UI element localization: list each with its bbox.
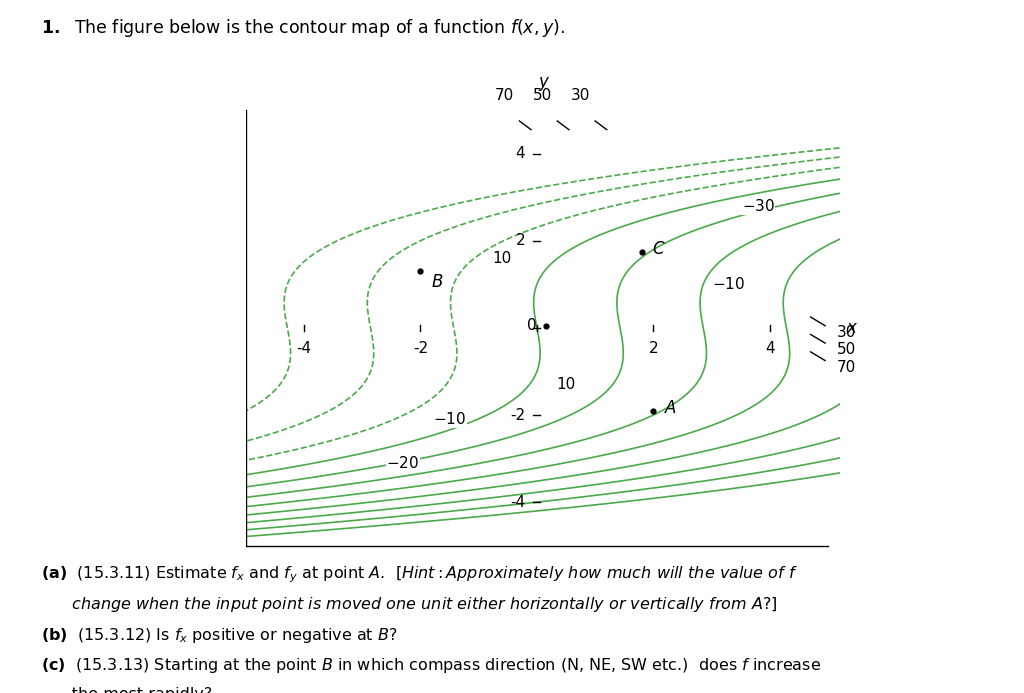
Text: $\mathit{B}$: $\mathit{B}$ [431, 273, 443, 291]
Text: $-30$: $-30$ [741, 198, 775, 214]
Text: 70: 70 [496, 88, 514, 103]
Text: $-10$: $-10$ [433, 412, 466, 428]
Text: 30: 30 [571, 88, 590, 103]
Text: the most rapidly?: the most rapidly? [41, 687, 212, 693]
Text: $-10$: $-10$ [713, 277, 745, 292]
Text: 10: 10 [556, 377, 575, 392]
Text: $y$: $y$ [538, 75, 550, 93]
Text: 4: 4 [765, 341, 774, 356]
Text: $-20$: $-20$ [386, 455, 420, 471]
Text: $\mathbf{1.}$  The figure below is the contour map of a function $f(x, y)$.: $\mathbf{1.}$ The figure below is the co… [41, 17, 565, 40]
Text: 30: 30 [837, 325, 856, 340]
Text: 4: 4 [516, 146, 525, 161]
Text: 50: 50 [534, 88, 552, 103]
Text: $\mathit{C}$: $\mathit{C}$ [652, 240, 666, 258]
Text: 70: 70 [837, 360, 856, 375]
Text: $\mathbf{(a)}$  (15.3.11) Estimate $f_x$ and $f_y$ at point $A$.  [$\mathit{Hint: $\mathbf{(a)}$ (15.3.11) Estimate $f_x$ … [41, 565, 799, 586]
Text: $x$: $x$ [846, 319, 858, 337]
Text: $\mathit{change\ when\ the\ input\ point\ is\ moved\ one\ unit\ either\ horizont: $\mathit{change\ when\ the\ input\ point… [41, 595, 777, 614]
Text: -4: -4 [296, 341, 311, 356]
Text: $\mathbf{(b)}$  (15.3.12) Is $f_x$ positive or negative at $B$?: $\mathbf{(b)}$ (15.3.12) Is $f_x$ positi… [41, 626, 397, 644]
Text: -4: -4 [510, 495, 525, 509]
Text: -2: -2 [413, 341, 428, 356]
Text: 2: 2 [648, 341, 658, 356]
Text: 10: 10 [493, 251, 512, 265]
Text: -2: -2 [510, 407, 525, 423]
Text: 2: 2 [516, 234, 525, 248]
Text: 0: 0 [527, 318, 537, 333]
Text: $\mathit{A}$: $\mathit{A}$ [664, 399, 677, 417]
Text: $\mathbf{(c)}$  (15.3.13) Starting at the point $B$ in which compass direction (: $\mathbf{(c)}$ (15.3.13) Starting at the… [41, 656, 821, 675]
Text: 50: 50 [837, 342, 856, 357]
